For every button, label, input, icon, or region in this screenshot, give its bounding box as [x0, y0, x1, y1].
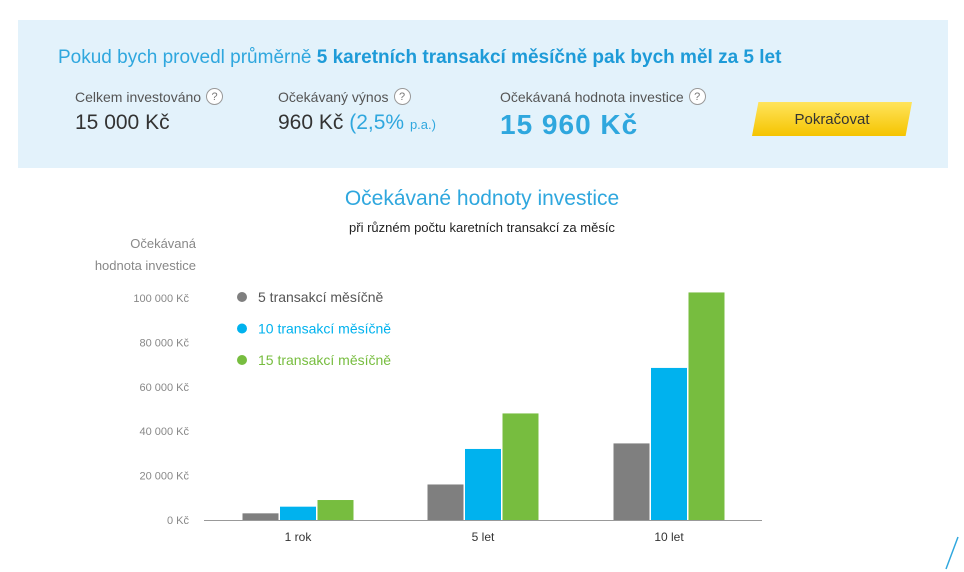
yield-rate-percent: (2,5%: [349, 111, 405, 134]
x-tick-label: 10 let: [654, 530, 684, 544]
x-tick-label: 5 let: [472, 530, 495, 544]
y-tick-label: 20 000 Kč: [139, 471, 189, 483]
headline-bold: 5 karetních transakcí měsíčně pak bych m…: [316, 47, 782, 68]
help-icon[interactable]: ?: [688, 88, 706, 105]
y-axis-label: Očekávaná hodnota investice: [66, 233, 196, 277]
metric-yield: Očekávaný výnos ? 960 Kč (2,5% p.a.): [278, 88, 436, 135]
y-tick-label: 40 000 Kč: [139, 426, 189, 438]
bar: [280, 506, 316, 520]
y-axis-label-line-2: hodnota investice: [94, 258, 196, 273]
bar: [242, 513, 279, 520]
decorative-slash-icon: [945, 536, 959, 570]
bar: [688, 292, 725, 520]
chart-subtitle: při různém počtu karetních transakcí za …: [349, 220, 615, 235]
legend-marker: [237, 292, 247, 302]
bar: [502, 413, 539, 520]
yield-label: Očekávaný výnos: [278, 88, 389, 105]
help-icon[interactable]: ?: [393, 88, 411, 105]
legend-entry: 10 transakcí měsíčně: [258, 321, 391, 337]
yield-value-row: 960 Kč (2,5% p.a.): [278, 111, 436, 135]
x-tick-label: 1 rok: [285, 530, 313, 544]
legend-entry: 15 transakcí měsíčně: [258, 352, 391, 368]
y-tick-label: 0 Kč: [167, 515, 190, 527]
bar: [427, 484, 464, 520]
bar: [651, 367, 687, 520]
bar: [317, 500, 354, 520]
y-tick-label: 80 000 Kč: [139, 337, 189, 349]
total-label: Očekávaná hodnota investice: [500, 88, 684, 105]
yield-rate-pa: p.a.): [409, 117, 436, 132]
investment-summary-panel: Pokud bych provedl průměrně 5 karetních …: [18, 20, 948, 168]
bar: [465, 448, 501, 520]
invested-value: 15 000 Kč: [75, 111, 170, 134]
yield-rate: (2,5% p.a.): [349, 111, 436, 134]
summary-headline: Pokud bych provedl průměrně 5 karetních …: [58, 47, 781, 69]
y-tick-label: 100 000 Kč: [133, 293, 189, 305]
headline-prefix: Pokud bych provedl průměrně: [58, 47, 312, 68]
y-axis-label-line-1: Očekávaná: [130, 236, 196, 251]
total-value: 15 960 Kč: [500, 109, 639, 140]
bar: [613, 443, 650, 520]
invested-label: Celkem investováno: [75, 88, 202, 105]
continue-button[interactable]: Pokračovat: [752, 102, 912, 136]
legend-marker: [237, 323, 247, 334]
y-tick-label: 60 000 Kč: [139, 382, 189, 394]
metric-total: Očekávaná hodnota investice ? 15 960 Kč: [500, 88, 706, 141]
chart-title: Očekávané hodnoty investice: [344, 187, 620, 210]
legend-entry: 5 transakcí měsíčně: [258, 289, 383, 305]
yield-value: 960 Kč: [278, 111, 344, 134]
metric-invested: Celkem investováno ? 15 000 Kč: [75, 88, 224, 135]
legend-marker: [237, 355, 247, 365]
help-icon[interactable]: ?: [206, 88, 224, 105]
